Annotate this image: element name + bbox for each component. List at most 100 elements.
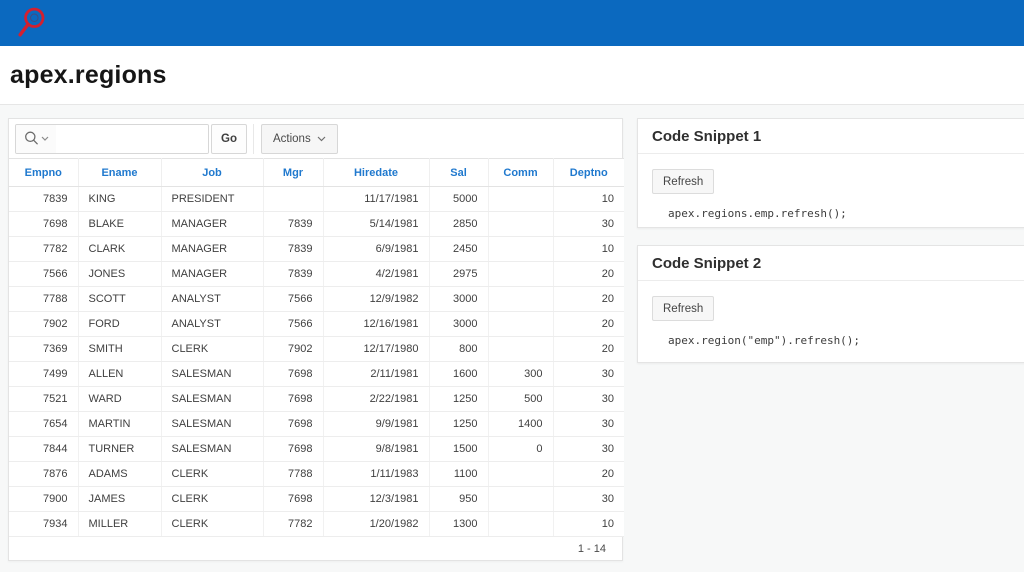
table-cell: 7839 [263,211,324,237]
table-cell: TURNER [78,436,162,462]
table-cell: 10 [553,186,624,212]
table-cell [263,186,324,212]
table-cell: 0 [488,436,554,462]
table-cell: 7782 [263,511,324,537]
table-cell: 5/14/1981 [323,211,430,237]
table-row: 7839 KING PRESIDENT 11/17/1981 5000 10 [9,186,624,212]
table-cell: 2450 [429,236,489,262]
table-cell: 20 [553,261,624,287]
actions-button[interactable]: Actions [260,123,338,154]
table-cell: 7839 [263,261,324,287]
region-header: Code Snippet 2 [638,246,1024,281]
table-cell [488,311,554,337]
column-header-deptno[interactable]: Deptno [553,158,624,187]
table-cell: 30 [553,211,624,237]
table-cell: 800 [429,336,489,362]
table-cell: 6/9/1981 [323,236,430,262]
table-cell: 7566 [9,261,79,287]
refresh-button-2[interactable]: Refresh [652,296,715,321]
table-cell: 1400 [488,411,554,437]
table-cell: 9/8/1981 [323,436,430,462]
table-row: 7654 MARTIN SALESMAN 7698 9/9/1981 1250 1400 30 [9,411,624,437]
search-input[interactable] [56,124,208,153]
table-cell: 12/3/1981 [323,486,430,512]
region-header: Code Snippet 1 [638,119,1024,154]
column-header-empno[interactable]: Empno [9,158,79,187]
column-header-comm[interactable]: Comm [488,158,554,187]
table-cell [488,461,554,487]
table-cell: 2/22/1981 [323,386,430,412]
table-cell: 1500 [429,436,489,462]
chevron-down-icon [41,136,48,141]
table-row: 7698 BLAKE MANAGER 7839 5/14/1981 2850 30 [9,211,624,237]
search-column-selector[interactable] [16,124,56,153]
table-row: 7782 CLARK MANAGER 7839 6/9/1981 2450 10 [9,236,624,262]
table-cell: 7844 [9,436,79,462]
table-cell: ALLEN [78,361,162,387]
table-cell [488,211,554,237]
table-row: 7900 JAMES CLERK 7698 12/3/1981 950 30 [9,486,624,512]
table-cell: 500 [488,386,554,412]
table-cell: MANAGER [161,261,264,287]
table-cell: 7902 [263,336,324,362]
table-cell: ANALYST [161,311,264,337]
table-cell [488,486,554,512]
column-header-mgr[interactable]: Mgr [263,158,324,187]
table-cell: 1250 [429,386,489,412]
region-body: Refresh apex.region("emp").refresh(); [638,281,1024,347]
table-row: 7934 MILLER CLERK 7782 1/20/1982 1300 10 [9,511,624,537]
table-cell: 1250 [429,411,489,437]
table-row: 7902 FORD ANALYST 7566 12/16/1981 3000 20 [9,311,624,337]
table-cell: 10 [553,511,624,537]
table-cell: ADAMS [78,461,162,487]
table-cell: 12/17/1980 [323,336,430,362]
table-cell: 5000 [429,186,489,212]
column-header-hiredate[interactable]: Hiredate [323,158,430,187]
table-cell: 12/16/1981 [323,311,430,337]
table-cell: 7934 [9,511,79,537]
report-footer: 1 - 14 [9,537,622,561]
region-body: Refresh apex.regions.emp.refresh(); [638,154,1024,220]
table-cell: 7698 [9,211,79,237]
table-cell: 1300 [429,511,489,537]
table-cell: 7788 [263,461,324,487]
table-cell: 20 [553,461,624,487]
table-cell: CLERK [161,511,264,537]
table-cell: JONES [78,261,162,287]
table-cell: SMITH [78,336,162,362]
table-cell: 30 [553,486,624,512]
table-cell: 2/11/1981 [323,361,430,387]
table-cell: 7902 [9,311,79,337]
page-title: apex.regions [10,60,167,89]
table-cell: 7839 [263,236,324,262]
refresh-button-1[interactable]: Refresh [652,169,715,194]
table-cell: 11/17/1981 [323,186,430,212]
table-row: 7499 ALLEN SALESMAN 7698 2/11/1981 1600 300 30 [9,361,624,387]
table-cell: 7788 [9,286,79,312]
table-cell: 30 [553,411,624,437]
table-cell [488,286,554,312]
table-row: 7876 ADAMS CLERK 7788 1/11/1983 1100 20 [9,461,624,487]
column-header-job[interactable]: Job [161,158,264,187]
column-header-ename[interactable]: Ename [78,158,162,187]
table-cell: 1100 [429,461,489,487]
table-cell: 7698 [263,386,324,412]
table-cell: 1/20/1982 [323,511,430,537]
table-cell: ANALYST [161,286,264,312]
table-cell: 7839 [9,186,79,212]
chevron-down-icon [317,136,326,141]
code-snippet-2-region: Code Snippet 2 Refresh apex.region("emp"… [637,245,1024,363]
go-button[interactable]: Go [211,123,247,154]
table-cell [488,261,554,287]
table-cell: 7499 [9,361,79,387]
column-header-sal[interactable]: Sal [429,158,489,187]
region-title: Code Snippet 1 [652,127,762,145]
table-cell: CLERK [161,461,264,487]
table-cell [488,236,554,262]
table-cell: 1/11/1983 [323,461,430,487]
table-cell: 7566 [263,311,324,337]
table-cell: 20 [553,286,624,312]
table-cell: 10 [553,236,624,262]
table-cell: KING [78,186,162,212]
